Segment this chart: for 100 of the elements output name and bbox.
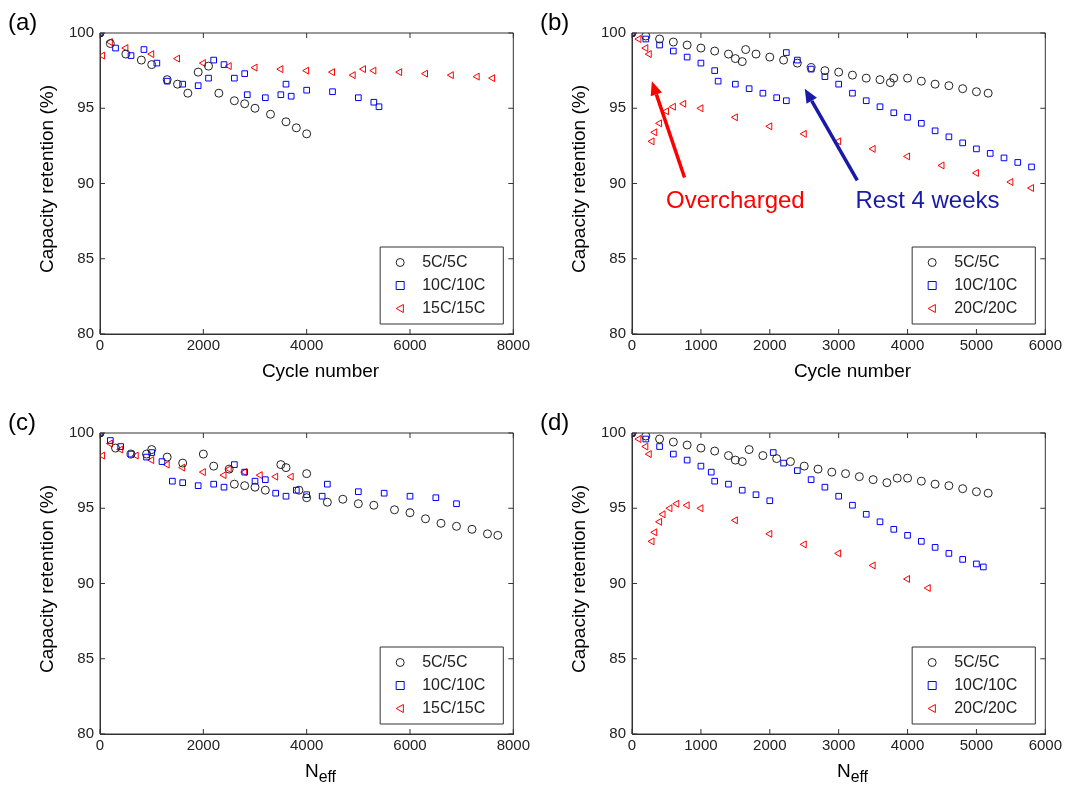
point [420,69,428,78]
point [395,68,403,77]
point [730,516,738,525]
point [322,497,332,507]
point [220,483,228,491]
point [293,486,300,494]
point [780,459,787,467]
point [918,119,925,127]
y-tick-label: 90 [609,173,627,191]
point [765,529,773,538]
point [127,52,135,59]
y-axis-title: Capacity retention (%) [36,84,58,275]
point [281,117,291,127]
point [959,556,966,563]
point [390,505,399,515]
point [142,449,152,459]
point [759,89,767,97]
point [229,96,239,106]
point [670,47,677,55]
point [714,77,722,85]
point [178,463,186,472]
point [302,129,312,139]
x-tick-label: 2000 [186,736,221,754]
x-tick-label: 3000 [821,336,856,354]
point [745,85,753,93]
point [107,437,114,444]
point [355,488,362,496]
x-tick-label: 6000 [393,736,427,754]
point [799,129,807,138]
point [370,98,378,106]
x-tick-label: 3000 [821,736,856,754]
point [710,46,720,56]
legend-label: 5C/5C [422,252,468,270]
point [446,71,454,80]
point [112,44,119,52]
point [194,482,202,489]
point [983,88,993,98]
point [868,144,876,153]
point [179,80,187,88]
point [338,494,348,504]
point [644,450,652,459]
point [1028,163,1035,171]
y-tick-label: 80 [77,324,95,342]
point [179,479,187,486]
point [971,487,981,497]
point [849,501,856,509]
point [204,61,214,71]
point [198,59,206,68]
point [647,537,655,546]
point [140,46,148,53]
point [105,439,113,448]
x-tick-label: 0 [95,336,105,354]
point [286,472,294,481]
point [405,508,415,518]
point [205,74,212,82]
point [355,94,362,102]
point [730,455,740,465]
point [799,540,807,549]
point [904,532,911,539]
point [276,65,284,74]
y-axis-title: Capacity retention (%) [568,84,590,275]
point [835,492,842,500]
point [231,74,238,82]
point [243,91,251,99]
chart-title: (b) [540,8,570,36]
point [944,81,954,91]
point [821,483,829,491]
point [665,504,673,513]
point [923,584,931,592]
point [799,461,809,471]
point [682,40,692,50]
point [276,460,286,470]
point [266,109,276,119]
point [958,484,968,494]
point [794,467,801,474]
y-tick-label: 80 [609,324,627,342]
point [291,123,301,133]
point [173,79,183,89]
point [696,104,704,113]
y-tick-label: 100 [601,423,627,441]
point [406,492,414,500]
point [794,56,801,64]
point [251,477,259,485]
point [834,67,844,77]
legend-label: 15C/15C [422,698,486,716]
x-tick-label: 2000 [753,736,787,754]
legend-label: 10C/10C [954,675,1018,693]
point [193,67,203,77]
point [658,510,666,519]
point [482,529,492,539]
point [262,476,269,483]
point [219,471,227,480]
point [834,549,842,558]
point [868,561,876,570]
point [255,471,263,480]
point [209,461,219,471]
point [158,458,166,465]
point [973,560,980,568]
point [1014,159,1022,166]
point [240,99,250,109]
